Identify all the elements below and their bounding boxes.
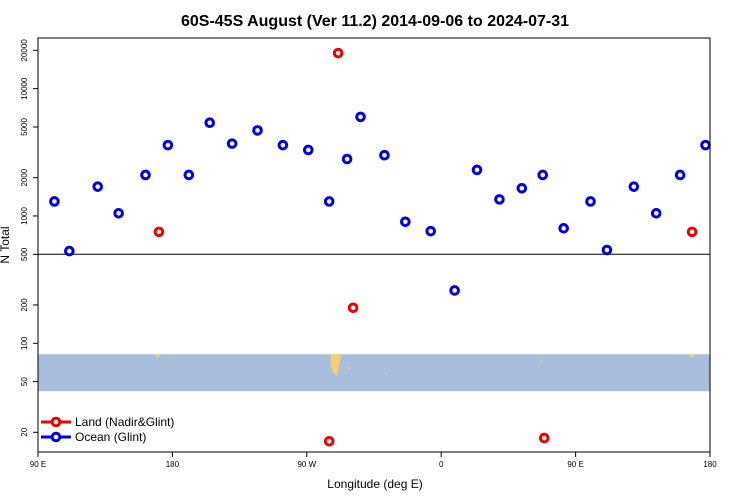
y-tick-label: 2000 [20, 168, 29, 186]
land-patch-south-georgia [384, 373, 387, 376]
ocean-point [140, 169, 151, 181]
land-patch-falklands [347, 367, 350, 370]
y-tick-label: 20000 [20, 39, 29, 62]
ocean-point [516, 182, 528, 194]
y-tick-label: 1000 [20, 207, 29, 225]
ocean-point [341, 153, 353, 165]
land-point [538, 432, 550, 444]
x-tick-label: 90 E [567, 460, 583, 469]
ocean-point [628, 181, 640, 192]
x-axis: 90 E 180 90 W 0 90 E 180 [30, 452, 717, 469]
x-tick-label: 90 E [30, 460, 46, 469]
ocean-point [277, 139, 289, 151]
x-tick-label: 180 [166, 460, 180, 469]
land-patch-south-america [330, 354, 342, 377]
ocean-point [162, 139, 174, 151]
x-tick-label: 90 W [297, 460, 316, 469]
ocean-point [355, 111, 366, 123]
ocean-point [252, 125, 263, 136]
ocean-point [601, 244, 613, 256]
ocean-point [537, 169, 549, 181]
plot-frame [37, 37, 711, 453]
y-axis-label: N Total [0, 226, 12, 263]
x-tick-label: 0 [439, 460, 444, 469]
legend-ocean-label: Ocean (Glint) [75, 430, 146, 444]
legend-land-label: Land (Nadir&Glint) [75, 415, 174, 429]
y-axis: 20 50 100 200 500 1000 2000 5000 10000 20000 [20, 39, 38, 437]
data-points [49, 47, 711, 447]
y-tick-label: 50 [20, 377, 29, 386]
y-tick-label: 200 [20, 298, 29, 312]
land-point [153, 226, 165, 238]
ocean-point [585, 196, 596, 207]
y-tick-label: 10000 [20, 77, 29, 100]
ocean-point [558, 223, 569, 234]
y-tick-label: 100 [20, 336, 29, 350]
ocean-point [650, 207, 662, 219]
ocean-point [302, 144, 314, 156]
ocean-point [471, 164, 483, 176]
ocean-point [400, 216, 411, 228]
ocean-point [449, 285, 460, 296]
ocean-point [323, 196, 335, 207]
ocean-point [49, 196, 60, 207]
legend-land-marker [50, 416, 62, 428]
ocean-point [113, 207, 124, 219]
legend: Land (Nadir&Glint) Ocean (Glint) [41, 415, 174, 444]
land-patch-new-zealand-repeat [689, 354, 696, 359]
land-patches [154, 354, 696, 377]
ocean-point [226, 138, 238, 149]
ocean-point [379, 149, 390, 161]
y-tick-label: 5000 [20, 118, 29, 136]
chart-title: 60S-45S August (Ver 11.2) 2014-09-06 to … [181, 13, 569, 30]
ocean-point [674, 169, 686, 181]
ocean-region-band [38, 354, 710, 392]
x-axis-label: Longitude (deg E) [327, 477, 422, 491]
ocean-point [204, 117, 216, 129]
ocean-point [425, 225, 437, 237]
y-tick-label: 20 [20, 427, 29, 436]
land-patch-island-east [540, 361, 543, 364]
y-tick-label: 500 [20, 247, 29, 261]
ocean-point [700, 139, 711, 151]
ocean-point [92, 181, 104, 192]
ocean-point [183, 169, 195, 181]
land-point [323, 435, 335, 447]
land-point [347, 302, 359, 314]
land-point [332, 47, 344, 59]
ocean-band [38, 354, 710, 392]
land-point [686, 226, 698, 238]
x-tick-label: 180 [703, 460, 717, 469]
ocean-point [64, 245, 75, 257]
ocean-point [494, 194, 505, 205]
land-patch-new-zealand [154, 354, 161, 359]
legend-ocean-marker [50, 431, 62, 443]
